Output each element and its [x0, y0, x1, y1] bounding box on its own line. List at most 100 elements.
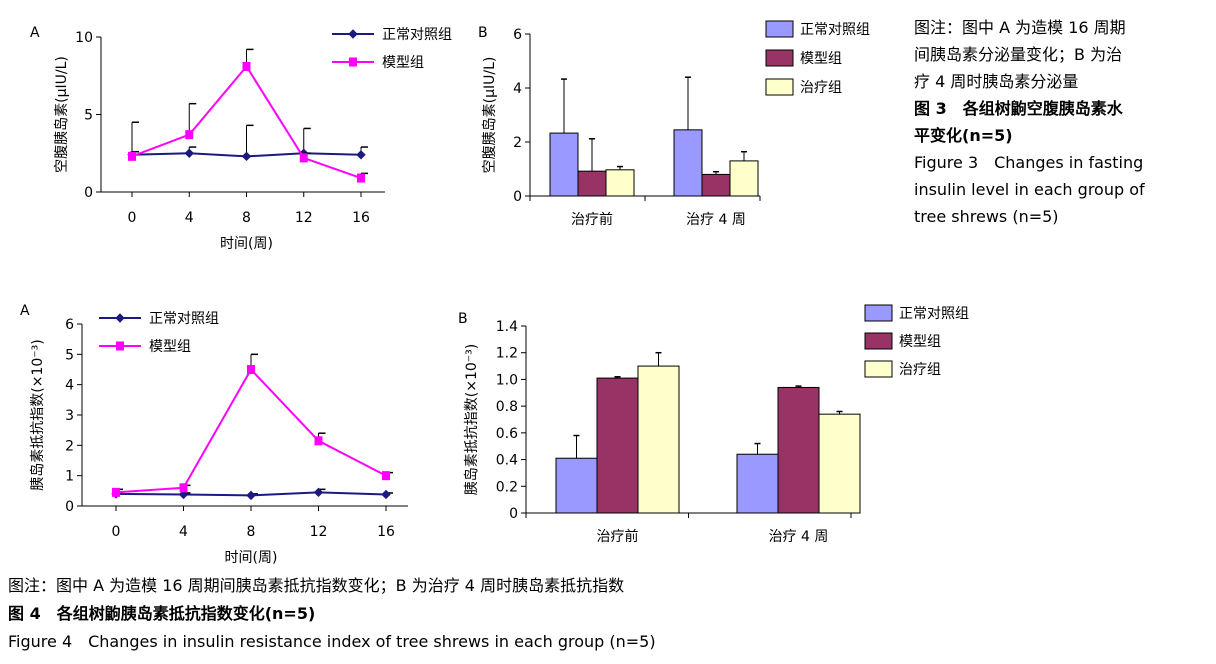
figure4-caption: 图注：图中 A 为造模 16 周期间胰岛素抵抗指数变化；B 为治疗 4 周时胰岛…	[8, 572, 1208, 656]
fig3A-data-point	[357, 173, 365, 183]
fig4A-y-tick-label: 1	[65, 469, 74, 485]
fig4B-legend-label-1: 正常对照组	[899, 306, 969, 322]
fig3B-legend-label-2: 模型组	[800, 51, 842, 67]
fig4B-chart: 0 0.2 0.4 0.6 0.8 1.0 1.2 1.4 胰岛素抵抗指数(×10⁻³) B 治疗前…	[440, 295, 1000, 570]
figure3-caption-line-2: 间胰岛素分泌量变化；B 为治	[914, 45, 1123, 64]
fig3A-data-point	[356, 150, 366, 160]
fig3B-legend-swatch-1	[765, 20, 794, 38]
fig3A-x-tick-label: 8	[242, 210, 251, 226]
figure4-title-cn: 图 4 各组树鼩胰岛素抵抗指数变化(n=5)	[8, 604, 316, 623]
fig4B-y-tick-label: 0.6	[496, 426, 518, 442]
fig4A-data-point	[382, 471, 390, 481]
fig4B-legend-swatch-3	[864, 360, 893, 378]
fig4A-y-tick-label: 6	[65, 317, 74, 333]
fig3B-y-axis-label: 空腹胰岛素(μIU/L)	[481, 57, 498, 174]
fig4A-y-tick-label: 2	[65, 438, 74, 454]
fig4A-legend-marker-2	[116, 341, 124, 351]
fig4A-data-point	[179, 483, 188, 493]
fig4B-legend-swatch-1	[864, 304, 893, 322]
fig4B-y-tick-label: 0.8	[496, 399, 518, 415]
fig3A-y-axis-label: 空腹胰岛素(μIU/L)	[53, 56, 70, 173]
figure3-title-en-line-2: insulin level in each group of	[914, 180, 1145, 199]
fig4B-legend-label-2: 模型组	[899, 334, 941, 350]
fig3B-category-label: 治疗前	[571, 211, 613, 228]
fig3A-y-tick-label: 0	[84, 185, 93, 201]
fig4B-y-axis-label: 胰岛素抵抗指数(×10⁻³)	[464, 344, 480, 495]
fig4B-legend-label-3: 治疗组	[899, 362, 941, 378]
fig3B-y-tick-label: 0	[513, 189, 522, 205]
fig4B-category-label: 治疗 4 周	[769, 529, 829, 545]
fig4B-y-tick-label: 1.0	[496, 372, 518, 388]
fig4A-data-point	[381, 489, 391, 500]
fig3B-bar	[577, 170, 607, 197]
fig3A-x-tick-label: 4	[185, 210, 194, 226]
fig4A-data-point	[246, 490, 256, 501]
fig4A-data-point	[178, 489, 189, 500]
fig4A-chart: 0 1 2 3 4 5 6 胰岛素抵抗指数(×10⁻³) A 0 4 8 12 16 时间(周) 正常对照组模…	[0, 295, 440, 570]
fig3A-data-point	[299, 153, 308, 163]
fig4A-y-tick-label: 5	[65, 347, 74, 363]
fig4B-y-tick-label: 1.4	[496, 319, 518, 335]
fig3A-legend-label-2: 模型组	[382, 55, 424, 71]
fig4A-x-tick-label: 8	[247, 524, 256, 540]
figure3-title-en-line-1: Figure 3 Changes in fasting	[914, 153, 1144, 172]
fig4B-legend-swatch-2	[864, 332, 893, 350]
fig3B-legend-label-3: 治疗组	[800, 80, 842, 96]
figure3-title-cn-line-1: 图 3 各组树鼩空腹胰岛素水	[914, 99, 1123, 118]
fig4B-y-tick-label: 0	[509, 506, 518, 522]
fig4A-data-point	[313, 487, 324, 498]
figure3-caption-line-3: 疗 4 周时胰岛素分泌量	[914, 72, 1079, 91]
figure4-title-en: Figure 4 Changes in insulin resistance i…	[8, 632, 656, 651]
fig3A-x-tick-label: 0	[128, 210, 137, 226]
fig4A-legend-marker-1	[115, 313, 125, 323]
figure3-title-cn-line-2: 平变化(n=5)	[914, 126, 1013, 145]
fig3B-bar	[729, 160, 759, 197]
fig3B-chart: 0 2 4 6 空腹胰岛素(μIU/L) B 治疗前 治疗 4 周 正常对照组 模型组 治疗组	[470, 0, 910, 265]
fig4B-bar	[555, 457, 598, 514]
fig3A-data-point	[184, 148, 194, 158]
fig3B-y-tick-label: 4	[513, 81, 522, 97]
fig4B-bar	[736, 453, 779, 514]
fig4B-bar	[637, 365, 680, 514]
fig4B-panel-label: B	[458, 311, 468, 327]
fig3B-bar	[549, 132, 579, 197]
fig4B-svg: 0 0.2 0.4 0.6 0.8 1.0 1.2 1.4 胰岛素抵抗指数(×10⁻³) B 治疗前…	[458, 304, 969, 545]
fig3B-y-tick-label: 2	[513, 135, 522, 151]
fig3B-bar	[673, 129, 703, 197]
fig3B-y-tick-label: 6	[513, 27, 522, 43]
fig4A-legend-label-2: 模型组	[149, 339, 191, 355]
fig4B-bar	[596, 377, 639, 514]
fig3A-legend-label-1: 正常对照组	[382, 27, 452, 43]
fig3B-legend-label-1: 正常对照组	[800, 22, 870, 38]
fig3A-legend-marker-1	[348, 29, 358, 39]
fig3A-x-tick-label: 16	[352, 210, 370, 226]
fig4A-panel-label: A	[20, 303, 30, 319]
fig3A-y-tick-label: 5	[84, 108, 93, 124]
fig3A-data-point	[185, 130, 194, 140]
figure3-caption: 图注：图中 A 为造模 16 周期 间胰岛素分泌量变化；B 为治 疗 4 周时胰…	[914, 14, 1212, 230]
fig3B-bar	[605, 169, 635, 197]
fig4A-legend-label-1: 正常对照组	[149, 311, 219, 327]
fig4A-x-tick-label: 4	[179, 524, 188, 540]
fig4B-y-tick-label: 0.4	[496, 453, 518, 469]
figure3-caption-line-1: 图注：图中 A 为造模 16 周期	[914, 18, 1126, 37]
fig4A-x-tick-label: 16	[377, 524, 395, 540]
fig4B-y-tick-label: 0.2	[496, 479, 518, 495]
fig4A-x-tick-label: 0	[112, 524, 121, 540]
fig4A-data-point	[314, 436, 323, 446]
fig3B-panel-label: B	[478, 25, 488, 41]
fig4A-x-tick-label: 12	[310, 524, 328, 540]
fig4A-series-line-2	[115, 367, 387, 494]
fig3A-y-tick-label: 10	[75, 30, 93, 46]
fig3A-data-point	[242, 61, 251, 71]
fig3B-legend-swatch-2	[765, 49, 794, 67]
fig3B-legend-swatch-3	[765, 78, 794, 96]
fig3A-series-line-2	[131, 64, 362, 179]
fig3A-legend-marker-2	[349, 57, 357, 67]
fig3A-x-tick-label: 12	[295, 210, 313, 226]
figure3-title-en-line-3: tree shrews (n=5)	[914, 207, 1059, 226]
fig4A-y-tick-label: 0	[65, 499, 74, 515]
